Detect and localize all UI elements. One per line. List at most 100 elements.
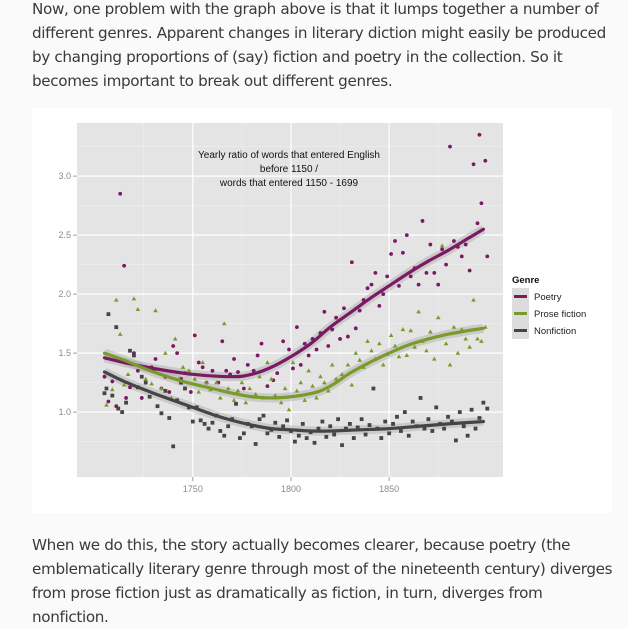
point-nonfiction xyxy=(273,420,278,425)
point-prose-fiction xyxy=(310,383,315,388)
chart-title: Yearly ratio of words that entered Engli… xyxy=(198,150,380,189)
point-nonfiction xyxy=(159,411,164,416)
point-nonfiction xyxy=(344,426,348,431)
y-axis: 1.0 1.5 2.0 2.5 3.0 xyxy=(58,171,77,417)
point-poetry xyxy=(428,242,433,247)
point-prose-fiction xyxy=(463,336,469,341)
point-nonfiction xyxy=(104,386,109,391)
point-poetry xyxy=(139,396,144,400)
point-nonfiction xyxy=(355,425,360,430)
point-nonfiction xyxy=(422,426,427,431)
legend-item-poetry[interactable]: Poetry xyxy=(512,288,562,305)
genre-ratio-chart: 1.0 1.5 2.0 2.5 3.0 1750 1800 1850 Yearly rati… xyxy=(58,123,586,494)
point-nonfiction xyxy=(155,404,160,409)
point-prose-fiction xyxy=(278,400,284,405)
point-prose-fiction xyxy=(377,341,382,346)
point-prose-fiction xyxy=(286,407,292,412)
point-prose-fiction xyxy=(121,382,127,387)
point-poetry xyxy=(471,162,476,167)
legend-title: Genre xyxy=(512,275,539,286)
point-nonfiction xyxy=(183,386,187,391)
y-tick-label: 3.0 xyxy=(58,171,71,181)
point-poetry xyxy=(365,286,370,291)
point-prose-fiction xyxy=(143,376,149,381)
smooth-lines xyxy=(102,227,485,433)
point-poetry xyxy=(485,254,490,259)
point-nonfiction xyxy=(469,407,474,412)
point-prose-fiction xyxy=(149,381,154,386)
legend: Genre Poetry Prose fiction Nonfiction xyxy=(512,275,586,339)
point-prose-fiction xyxy=(172,336,178,341)
point-prose-fiction xyxy=(125,371,131,376)
point-poetry xyxy=(294,325,299,330)
point-poetry xyxy=(241,386,246,391)
point-poetry xyxy=(373,270,378,275)
point-nonfiction xyxy=(473,426,478,431)
point-nonfiction xyxy=(446,414,450,419)
point-prose-fiction xyxy=(353,350,359,355)
point-nonfiction xyxy=(363,432,368,437)
chart-title-line-1: Yearly ratio of words that entered Engli… xyxy=(198,150,380,161)
point-nonfiction xyxy=(281,424,286,429)
point-poetry xyxy=(188,390,193,394)
minor-gridlines xyxy=(77,123,503,477)
point-poetry xyxy=(196,360,201,365)
point-prose-fiction xyxy=(475,336,480,341)
point-nonfiction xyxy=(241,431,246,436)
point-prose-fiction xyxy=(290,360,296,365)
point-poetry xyxy=(110,379,115,384)
legend-item-prose-fiction[interactable]: Prose fiction xyxy=(512,305,586,322)
point-prose-fiction xyxy=(443,341,449,346)
point-prose-fiction xyxy=(253,392,258,396)
point-prose-fiction xyxy=(339,371,345,376)
point-poetry xyxy=(420,219,425,223)
point-poetry xyxy=(102,374,107,379)
point-nonfiction xyxy=(410,419,415,424)
point-nonfiction xyxy=(143,380,148,385)
point-poetry xyxy=(251,368,256,373)
point-prose-fiction xyxy=(329,362,335,367)
y-tick-label: 1.0 xyxy=(58,407,71,417)
point-poetry xyxy=(393,239,397,243)
outro-paragraph: When we do this, the story actually beco… xyxy=(32,536,613,626)
point-poetry xyxy=(259,341,264,346)
point-poetry xyxy=(314,347,319,352)
point-poetry xyxy=(175,351,180,355)
point-poetry xyxy=(171,344,176,348)
point-nonfiction xyxy=(485,406,490,411)
point-prose-fiction xyxy=(225,386,231,391)
point-prose-fiction xyxy=(396,354,402,359)
point-poetry xyxy=(220,339,225,344)
point-prose-fiction xyxy=(218,395,223,400)
point-prose-fiction xyxy=(455,350,461,355)
legend-item-nonfiction[interactable]: Nonfiction xyxy=(512,322,576,339)
point-nonfiction xyxy=(226,424,231,429)
point-poetry xyxy=(338,337,342,341)
point-poetry xyxy=(106,399,111,404)
point-nonfiction xyxy=(450,419,454,424)
point-prose-fiction xyxy=(269,376,274,381)
point-poetry xyxy=(424,270,429,275)
smooth-line-nonfiction xyxy=(102,370,485,433)
point-nonfiction xyxy=(234,401,238,406)
point-nonfiction xyxy=(198,418,203,423)
point-nonfiction xyxy=(116,406,121,411)
point-nonfiction xyxy=(465,433,470,438)
point-nonfiction xyxy=(430,429,435,433)
point-prose-fiction xyxy=(404,353,410,358)
point-poetry xyxy=(135,368,140,373)
point-nonfiction xyxy=(383,419,388,424)
x-tick-label: 1850 xyxy=(379,484,399,494)
point-prose-fiction xyxy=(117,331,123,336)
point-poetry xyxy=(232,357,236,361)
point-prose-fiction xyxy=(110,387,115,392)
point-nonfiction xyxy=(402,410,407,414)
point-prose-fiction xyxy=(345,362,351,367)
point-nonfiction xyxy=(391,422,395,426)
point-prose-fiction xyxy=(298,380,304,385)
point-prose-fiction xyxy=(239,380,245,385)
point-nonfiction xyxy=(293,439,297,444)
point-prose-fiction xyxy=(180,364,186,369)
point-prose-fiction xyxy=(272,393,278,398)
intro-paragraph: Now, one problem with the graph above is… xyxy=(32,0,606,90)
